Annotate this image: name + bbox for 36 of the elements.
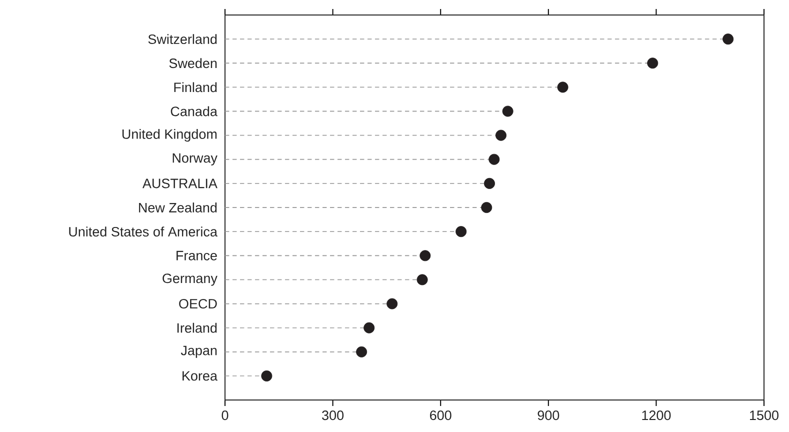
x-tick-label: 900: [538, 410, 560, 420]
point: [456, 226, 467, 238]
point: [261, 370, 272, 382]
point: [481, 202, 492, 214]
point: [416, 274, 428, 286]
y-tick-label: Canada: [170, 106, 218, 116]
point: [420, 250, 431, 262]
point: [647, 58, 658, 69]
y-tick-label: Norway: [172, 153, 218, 166]
point: [484, 178, 495, 189]
y-tick-label: Japan: [180, 346, 217, 358]
point: [495, 130, 506, 141]
point: [364, 322, 375, 334]
y-tick-label: Sweden: [169, 58, 217, 68]
y-tick-label: New Zealand: [139, 202, 217, 212]
y-tick-label: Finland: [174, 82, 217, 92]
x-tick-label: 1500: [750, 410, 778, 420]
y-tick-label: Germany: [162, 274, 218, 286]
x-tick-label: 300: [322, 410, 344, 420]
point: [722, 34, 734, 45]
y-tick-label: OECD: [179, 298, 217, 309]
y-tick-label: France: [176, 250, 217, 260]
y-tick-label: Switzerland: [148, 34, 217, 44]
x-tick-label: 1200: [642, 410, 671, 420]
y-tick-label: AUSTRALIA: [142, 178, 218, 188]
y-tick-label: United States of America: [69, 226, 218, 237]
y-tick-label: United Kingdom: [122, 129, 217, 142]
point: [386, 298, 398, 310]
x-tick-label: 600: [430, 410, 452, 420]
point: [488, 154, 500, 165]
y-tick-label: Korea: [182, 371, 218, 381]
x-tick-label: 0: [222, 410, 228, 420]
y-tick-label: Ireland: [177, 322, 217, 333]
point: [356, 346, 368, 358]
point: [557, 82, 568, 93]
point: [502, 106, 514, 117]
